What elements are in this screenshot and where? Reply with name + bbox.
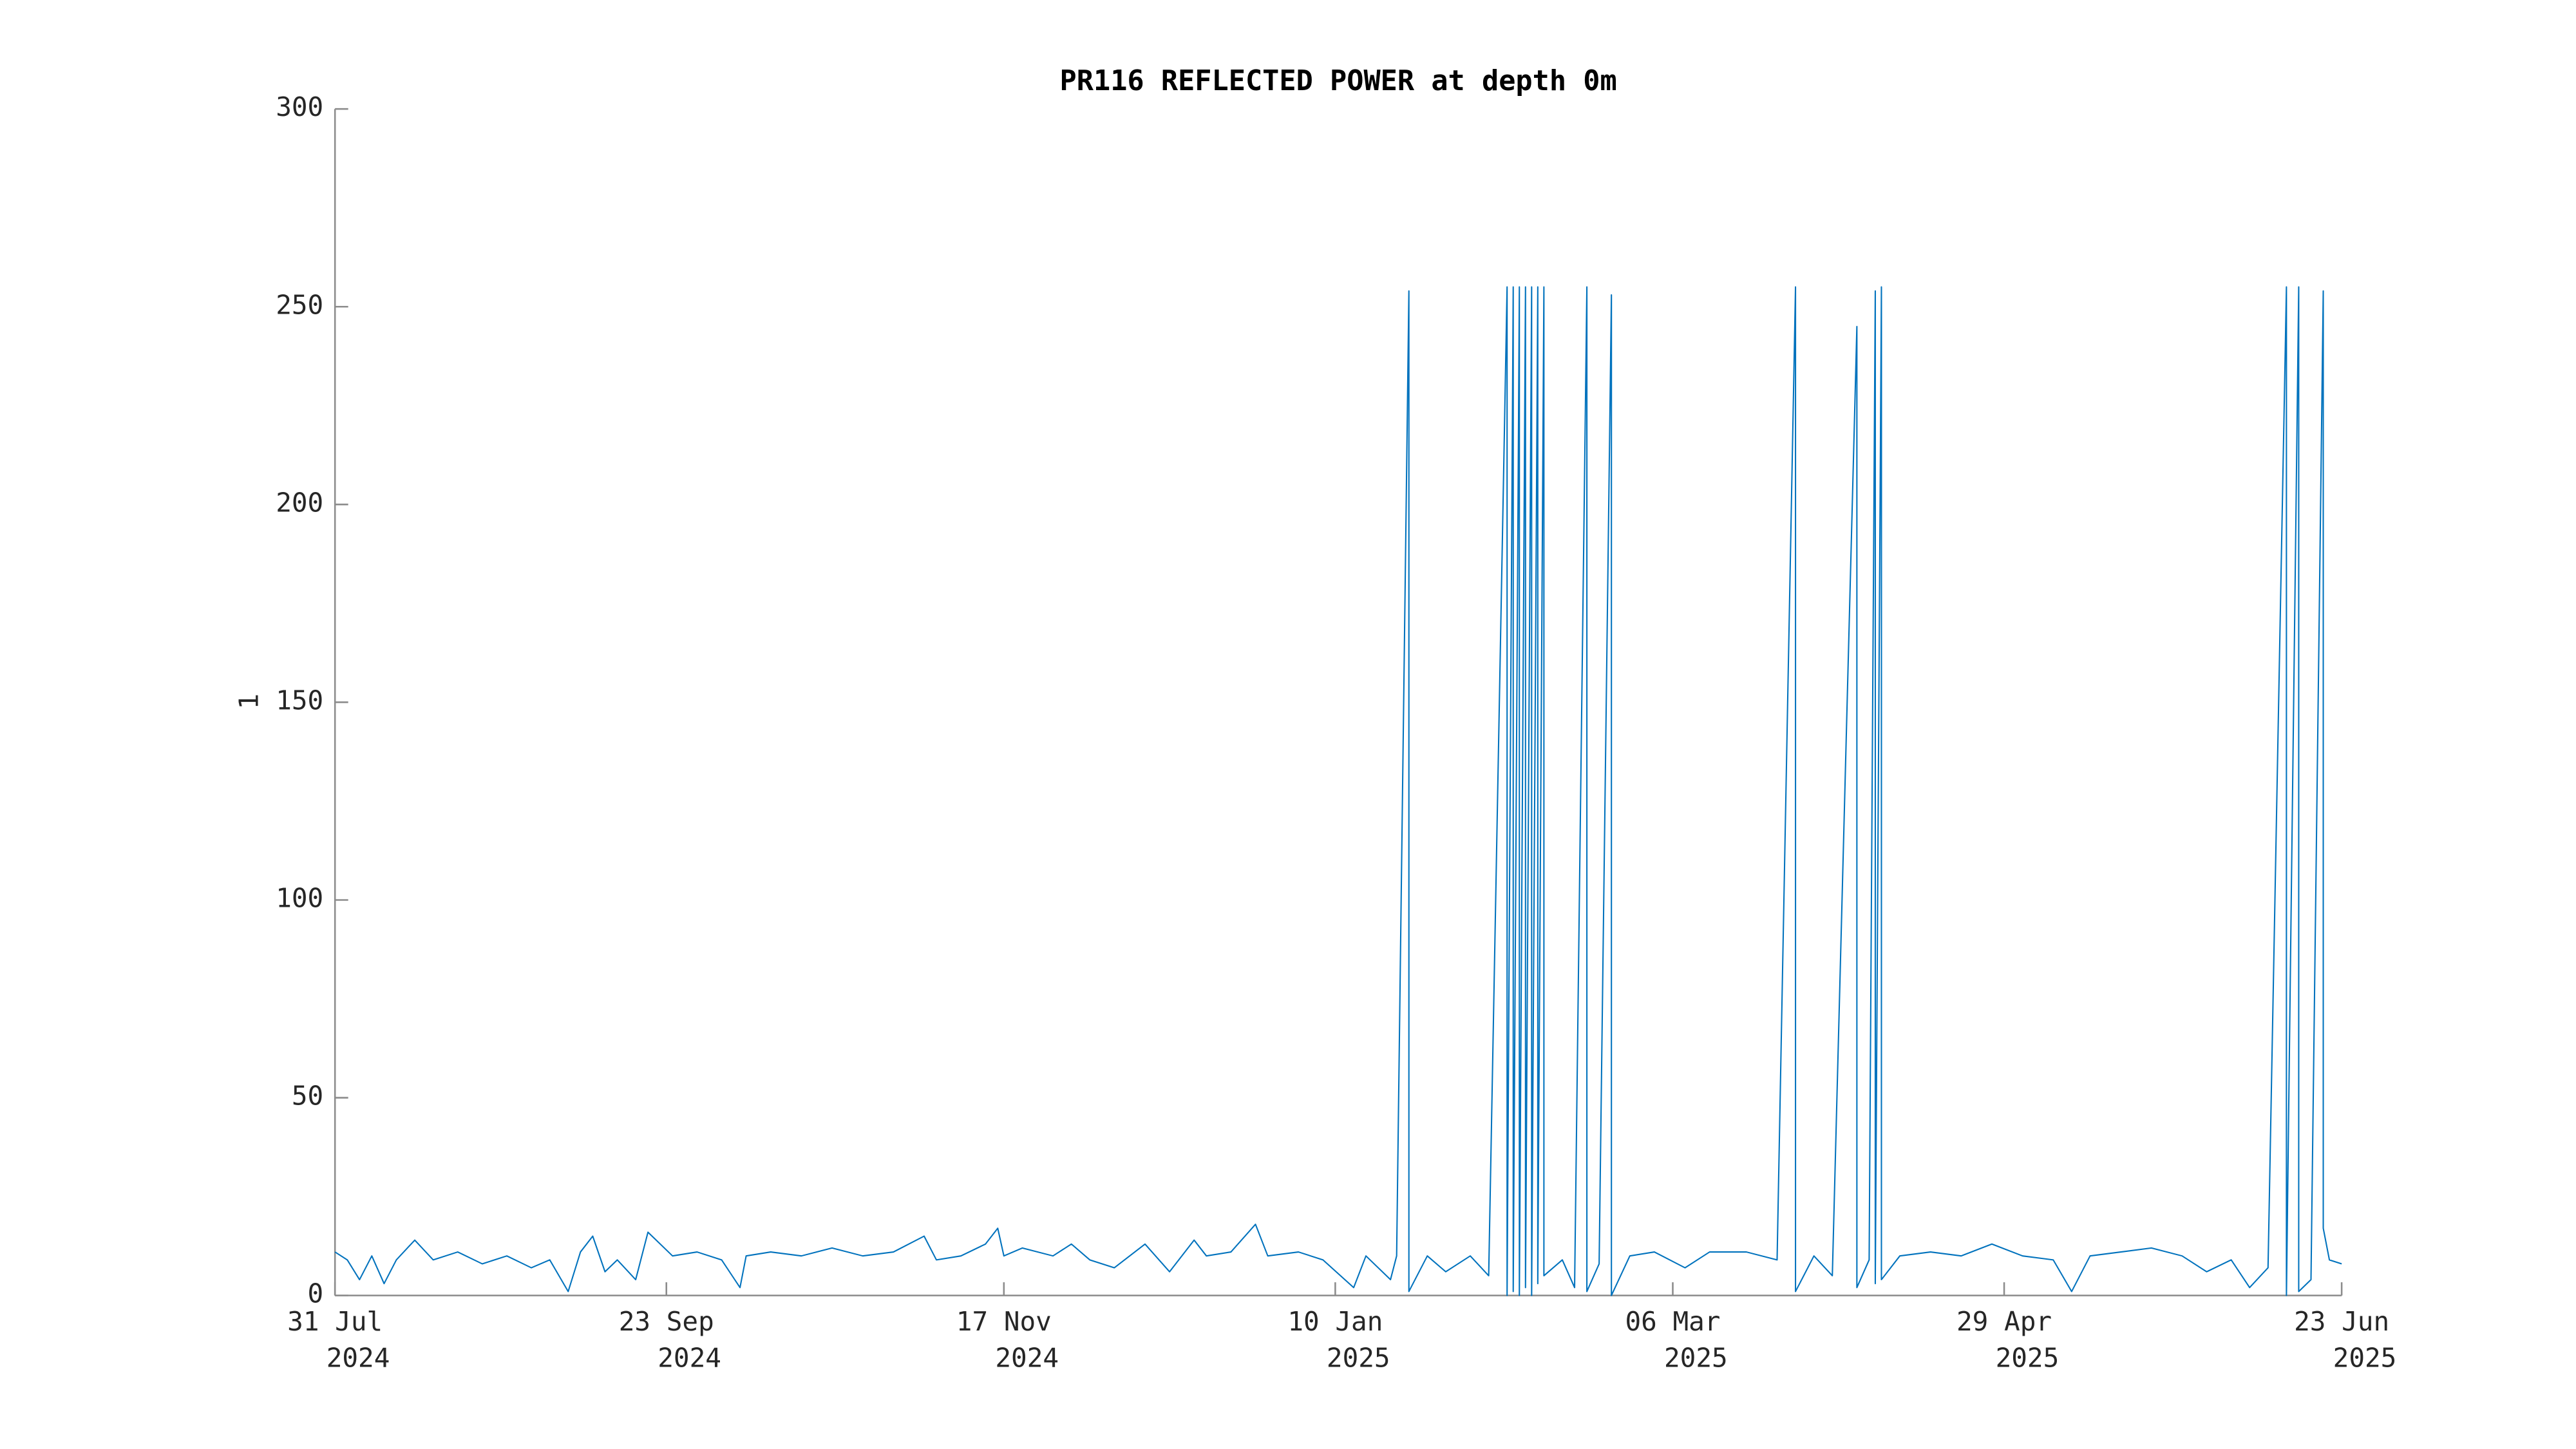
y-tick-label: 0	[308, 1278, 324, 1309]
chart-title: PR116 REFLECTED POWER at depth 0m	[1060, 65, 1617, 97]
x-tick-label: 2025	[1664, 1343, 1728, 1374]
x-tick-label: 31 Jul	[287, 1306, 383, 1337]
y-tick-label: 250	[276, 289, 323, 320]
x-tick-label: 2024	[658, 1343, 721, 1374]
data-line	[334, 286, 2342, 1296]
x-tick-label: 06 Mar	[1625, 1306, 1720, 1337]
x-tick-label: 2025	[1996, 1343, 2060, 1374]
x-tick-label: 23 Sep	[619, 1306, 714, 1337]
y-tick-label: 300	[276, 91, 323, 122]
y-tick-label: 50	[292, 1081, 323, 1112]
x-tick-label: 2025	[2333, 1343, 2397, 1374]
x-tick-label: 2025	[1327, 1343, 1390, 1374]
x-tick-label: 17 Nov	[956, 1306, 1052, 1337]
y-tick-label: 200	[276, 487, 323, 518]
y-tick-label: 100	[276, 882, 323, 913]
x-tick-label: 2024	[327, 1343, 390, 1374]
x-tick-label: 29 Apr	[1956, 1306, 2052, 1337]
x-tick-label: 10 Jan	[1287, 1306, 1383, 1337]
y-axis-label: 1	[233, 694, 264, 710]
x-tick-label: 23 Jun	[2294, 1306, 2389, 1337]
y-tick-label: 150	[276, 685, 323, 715]
x-tick-label: 2024	[995, 1343, 1059, 1374]
